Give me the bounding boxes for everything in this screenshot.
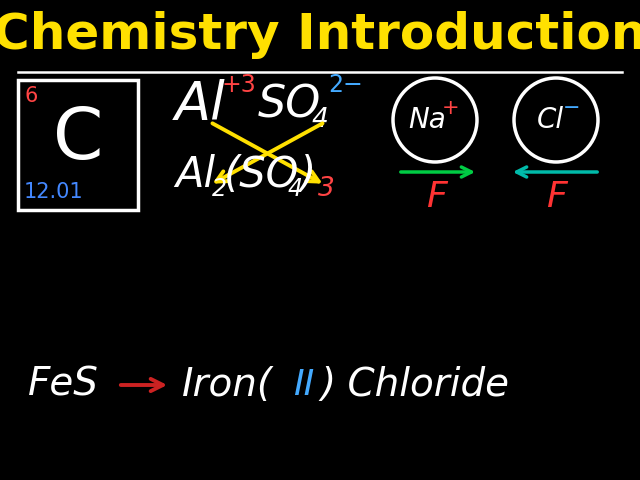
Text: 3: 3: [318, 176, 335, 202]
Text: FeS: FeS: [28, 366, 99, 404]
Text: 2: 2: [212, 177, 227, 201]
Text: 6: 6: [24, 86, 37, 106]
Text: Na: Na: [408, 106, 446, 134]
Text: Chemistry Introduction: Chemistry Introduction: [0, 11, 640, 59]
Text: 4: 4: [312, 107, 329, 133]
Text: F: F: [546, 180, 566, 214]
Text: II: II: [293, 368, 314, 402]
Text: Cl: Cl: [536, 106, 564, 134]
Text: ) Chloride: ) Chloride: [320, 366, 509, 404]
Text: +3: +3: [222, 73, 257, 97]
Text: 12.01: 12.01: [24, 182, 84, 202]
Text: Iron(: Iron(: [182, 366, 273, 404]
Text: Al: Al: [175, 79, 226, 131]
Text: +: +: [442, 98, 460, 118]
Text: (SO: (SO: [224, 154, 300, 196]
Text: ): ): [300, 154, 316, 196]
Text: 2−: 2−: [328, 73, 363, 97]
Bar: [18, 80, 138, 210]
Text: Al: Al: [175, 154, 215, 196]
Text: F: F: [426, 180, 446, 214]
Text: SO: SO: [258, 84, 321, 127]
Text: C: C: [53, 106, 103, 175]
Text: −: −: [563, 98, 580, 118]
Text: 4: 4: [288, 177, 303, 201]
